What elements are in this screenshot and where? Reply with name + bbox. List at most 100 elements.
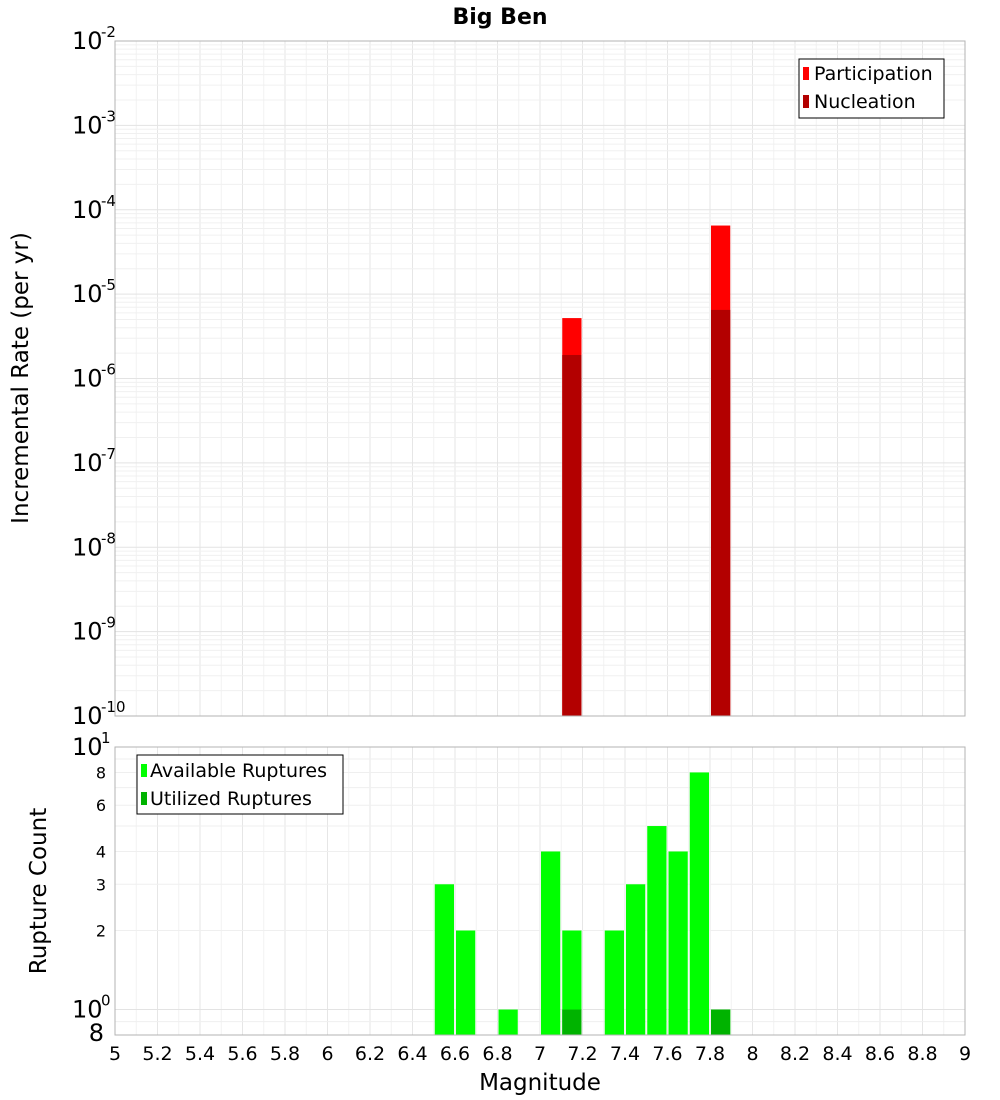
chart-title: Big Ben <box>452 5 547 30</box>
magnitude-tick-label: 7.2 <box>567 1043 597 1065</box>
rate-legend-box <box>798 58 945 119</box>
utilized-ruptures-legend-label: Utilized Ruptures <box>150 788 312 810</box>
available-ruptures-legend-label: Available Ruptures <box>150 760 327 782</box>
rate-y-tick-base: 10 <box>72 533 103 561</box>
count-y-tick-label: 3 <box>96 875 106 894</box>
available-ruptures-bar <box>434 884 454 1035</box>
participation-legend-swatch <box>803 67 809 80</box>
utilized-ruptures-bar <box>562 1009 582 1035</box>
rate-y-tick-exponent: -3 <box>101 107 116 125</box>
utilized-ruptures-bar <box>711 1009 731 1035</box>
count-y-tick-label: 2 <box>96 922 106 941</box>
magnitude-tick-label: 8 <box>746 1043 758 1065</box>
magnitude-tick-label: 8.6 <box>865 1043 895 1065</box>
rate-y-tick-label: 10-5 <box>72 276 116 308</box>
rate-y-tick-exponent: -10 <box>101 698 126 716</box>
rate-y-tick-base: 10 <box>72 449 103 477</box>
count-y-tick-label: 6 <box>96 796 106 815</box>
rate-y-tick-exponent: -6 <box>101 361 116 379</box>
magnitude-tick-label: 5.6 <box>227 1043 257 1065</box>
rate-y-tick-exponent: -7 <box>101 445 116 463</box>
rate-y-tick-label: 10-4 <box>72 192 116 224</box>
magnitude-tick-label: 6.2 <box>355 1043 385 1065</box>
available-ruptures-legend-swatch <box>141 764 147 777</box>
nucleation-bar <box>711 309 731 716</box>
available-ruptures-bar <box>498 1009 518 1035</box>
magnitude-tick-label: 5 <box>109 1043 121 1065</box>
count-legend: Available Ruptures Utilized Ruptures <box>136 754 344 815</box>
magnitude-tick-label: 5.8 <box>270 1043 300 1065</box>
magnitude-tick-label: 7.8 <box>695 1043 725 1065</box>
magnitude-tick-label: 8.8 <box>907 1043 937 1065</box>
magnitude-x-ticks: 5 5.2 5.4 5.6 5.8 6 6.2 6.4 6.6 6.8 7 7.2 7.4 7.6 7.8 8… <box>109 1043 971 1065</box>
rate-y-tick-base: 10 <box>72 280 103 308</box>
magnitude-tick-label: 5.2 <box>142 1043 172 1065</box>
magnitude-tick-label: 9 <box>959 1043 971 1065</box>
rate-y-tick-exponent: -4 <box>101 192 116 210</box>
count-legend-box <box>136 754 344 815</box>
rate-y-tick-label: 10-2 <box>72 23 116 55</box>
rate-y-tick-base: 10 <box>72 365 103 393</box>
rate-y-axis-label: Incremental Rate (per yr) <box>8 232 34 524</box>
count-y-tick-label: 8 <box>89 1019 104 1047</box>
rate-legend: Participation Nucleation <box>798 58 945 119</box>
rate-y-tick-label: 10-8 <box>72 529 116 561</box>
count-y-tick-label: 4 <box>96 842 106 861</box>
utilized-ruptures-legend-swatch <box>141 792 147 805</box>
rate-grid <box>114 41 966 717</box>
rate-y-tick-exponent: -2 <box>101 23 116 41</box>
available-ruptures-bar <box>647 826 667 1035</box>
magnitude-tick-label: 7 <box>534 1043 546 1065</box>
rate-y-tick-label: 10-6 <box>72 361 116 393</box>
available-ruptures-bar <box>562 930 582 1035</box>
rate-plot-frame <box>114 40 966 717</box>
nucleation-legend-label: Nucleation <box>814 91 916 113</box>
count-y-tick-base: 10 <box>72 733 103 761</box>
available-ruptures-bar <box>541 851 561 1035</box>
rate-y-tick-label: 10-7 <box>72 445 116 477</box>
magnitude-tick-label: 7.6 <box>652 1043 682 1065</box>
count-y-tick-base: 10 <box>72 996 103 1024</box>
available-ruptures-bar <box>689 772 709 1035</box>
rate-y-tick-exponent: -8 <box>101 529 116 547</box>
nucleation-legend-swatch <box>803 95 809 108</box>
rate-y-tick-exponent: -5 <box>101 276 116 294</box>
count-y-axis-label: Rupture Count <box>26 808 52 974</box>
magnitude-tick-label: 8.4 <box>822 1043 852 1065</box>
rate-y-tick-base: 10 <box>72 618 103 646</box>
nucleation-bar <box>562 354 582 716</box>
x-axis-label: Magnitude <box>479 1070 601 1096</box>
rate-y-tick-base: 10 <box>72 196 103 224</box>
rate-y-tick-base: 10 <box>72 27 103 55</box>
rate-y-tick-label: 10-3 <box>72 107 116 139</box>
magnitude-tick-label: 6.4 <box>397 1043 427 1065</box>
count-y-tick-label: 101 <box>72 729 111 761</box>
count-y-tick-exponent: 1 <box>101 729 111 747</box>
count-y-tick-label: 100 <box>72 992 111 1024</box>
rate-y-tick-exponent: -9 <box>101 614 116 632</box>
rate-y-tick-base: 10 <box>72 111 103 139</box>
rate-y-tick-label: 10-9 <box>72 614 116 646</box>
rate-y-tick-label: 10-10 <box>72 698 126 730</box>
count-bars <box>434 772 731 1035</box>
available-ruptures-bar <box>668 851 688 1035</box>
count-y-tick-exponent: 0 <box>101 992 111 1010</box>
rate-bars <box>562 225 731 716</box>
magnitude-tick-label: 6.8 <box>482 1043 512 1065</box>
magnitude-tick-label: 8.2 <box>780 1043 810 1065</box>
count-y-tick-label: 8 <box>96 763 106 782</box>
count-plot-frame <box>114 746 966 1036</box>
magnitude-tick-label: 6.6 <box>440 1043 470 1065</box>
magnitude-tick-label: 5.4 <box>185 1043 215 1065</box>
magnitude-tick-label: 6 <box>321 1043 333 1065</box>
available-ruptures-bar <box>604 930 624 1035</box>
available-ruptures-bar <box>456 930 476 1035</box>
magnitude-tick-label: 7.4 <box>610 1043 640 1065</box>
participation-legend-label: Participation <box>814 63 933 85</box>
available-ruptures-bar <box>626 884 646 1035</box>
